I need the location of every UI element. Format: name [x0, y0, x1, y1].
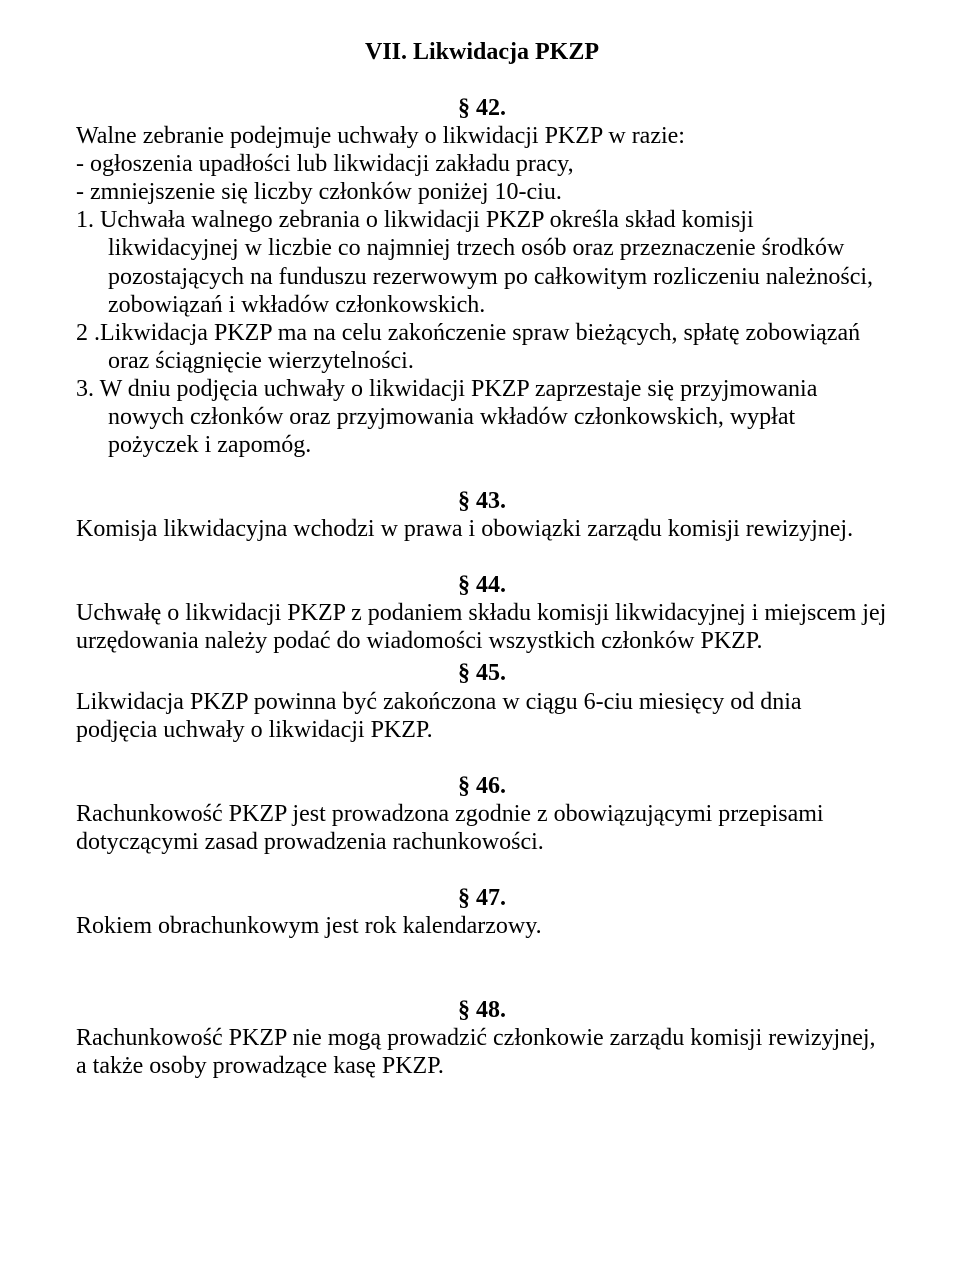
- paragraph-42-number: § 42.: [76, 94, 888, 122]
- section-title: VII. Likwidacja PKZP: [76, 38, 888, 66]
- paragraph-46-text: Rachunkowość PKZP jest prowadzona zgodni…: [76, 800, 888, 856]
- paragraph-48-text: Rachunkowość PKZP nie mogą prowadzić czł…: [76, 1024, 888, 1080]
- paragraph-48-number: § 48.: [76, 996, 888, 1024]
- document-page: VII. Likwidacja PKZP § 42. Walne zebrani…: [0, 0, 960, 1288]
- paragraph-44-45: § 44. Uchwałę o likwidacji PKZP z podani…: [76, 571, 888, 743]
- paragraph-42-item-3: 3. W dniu podjęcia uchwały o likwidacji …: [76, 375, 888, 459]
- paragraph-42: § 42. Walne zebranie podejmuje uchwały o…: [76, 94, 888, 459]
- paragraph-47-number: § 47.: [76, 884, 888, 912]
- paragraph-43-text: Komisja likwidacyjna wchodzi w prawa i o…: [76, 515, 888, 543]
- paragraph-46: § 46. Rachunkowość PKZP jest prowadzona …: [76, 772, 888, 856]
- paragraph-42-item-1: 1. Uchwała walnego zebrania o likwidacji…: [76, 206, 888, 318]
- paragraph-44-text: Uchwałę o likwidacji PKZP z podaniem skł…: [76, 599, 888, 655]
- paragraph-47-text: Rokiem obrachunkowym jest rok kalendarzo…: [76, 912, 888, 940]
- paragraph-42-item-2: 2 .Likwidacja PKZP ma na celu zakończeni…: [76, 319, 888, 375]
- paragraph-45-text: Likwidacja PKZP powinna być zakończona w…: [76, 688, 888, 744]
- paragraph-43: § 43. Komisja likwidacyjna wchodzi w pra…: [76, 487, 888, 543]
- paragraph-42-bullet-2: - zmniejszenie się liczby członków poniż…: [76, 178, 888, 206]
- paragraph-42-intro: Walne zebranie podejmuje uchwały o likwi…: [76, 122, 888, 150]
- paragraph-45-number: § 45.: [76, 659, 888, 687]
- paragraph-46-number: § 46.: [76, 772, 888, 800]
- paragraph-47: § 47. Rokiem obrachunkowym jest rok kale…: [76, 884, 888, 940]
- paragraph-48: § 48. Rachunkowość PKZP nie mogą prowadz…: [76, 996, 888, 1080]
- paragraph-42-items: 1. Uchwała walnego zebrania o likwidacji…: [76, 206, 888, 459]
- paragraph-42-bullets: - ogłoszenia upadłości lub likwidacji za…: [76, 150, 888, 206]
- paragraph-42-bullet-1: - ogłoszenia upadłości lub likwidacji za…: [76, 150, 888, 178]
- paragraph-43-number: § 43.: [76, 487, 888, 515]
- paragraph-44-number: § 44.: [76, 571, 888, 599]
